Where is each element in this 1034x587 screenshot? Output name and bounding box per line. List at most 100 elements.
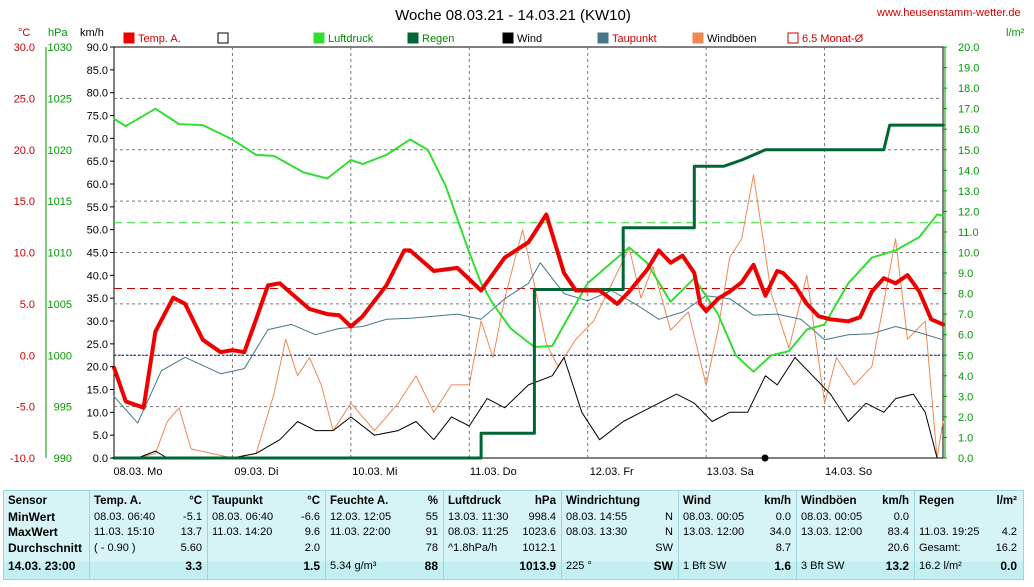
average-value: 78 (425, 542, 438, 554)
average-value: 2.0 (304, 542, 320, 554)
x-tick-label: 08.03. Mo (114, 466, 163, 478)
legend-empty-swatch (217, 32, 229, 44)
rain-tick-label: 18.0 (958, 83, 979, 95)
min-time: 08.03. 00:05 (801, 511, 863, 523)
rain-tick-label: 9.0 (958, 268, 973, 280)
table-column: Regen l/m² 11.03. 19:25 4.2 Gesamt: 16.2 16.2 … (915, 491, 1023, 579)
x-tick-label: 11.03. Do (470, 466, 517, 478)
pressure-tick-label: 1015 (48, 196, 72, 208)
temp-tick-label: 15.0 (14, 196, 35, 208)
table-column: Taupunkt °C 08.03. 06:40 -6.6 11.03. 14:20 9.… (208, 491, 326, 579)
pressure-tick-label: 1010 (48, 248, 72, 260)
temp-tick-label: 0.0 (20, 350, 35, 362)
wind-tick-label: 30.0 (87, 316, 108, 328)
wind-tick-label: 70.0 (87, 133, 108, 145)
max-time: 11.03. 14:20 (212, 526, 273, 538)
min-value: -6.6 (301, 511, 320, 523)
legend-luftdruck-label: Luftdruck (328, 33, 374, 45)
site-link[interactable]: www.heusenstamm-wetter.de (877, 7, 1021, 19)
rain-axis-unit: l/m² (1006, 27, 1025, 39)
legend-wind-label: Wind (517, 33, 542, 45)
rain-tick-label: 13.0 (958, 186, 979, 198)
series-temp-line (112, 212, 945, 410)
max-value: 13.7 (180, 526, 202, 538)
min-value: 0.0 (775, 511, 791, 523)
rain-tick-label: 16.0 (958, 124, 979, 136)
current-value: 1013.9 (519, 559, 556, 573)
wind-tick-label: 45.0 (87, 248, 108, 260)
current-note: 16.2 l/m² (919, 560, 962, 572)
min-time: 08.03. 00:05 (683, 511, 745, 523)
average-value: 20.6 (887, 542, 909, 554)
wind-tick-label: 40.0 (87, 270, 108, 282)
wind-tick-label: 85.0 (87, 65, 108, 77)
table-column: Luftdruck hPa 13.03. 11:30 998.4 08.03. 11:2… (444, 491, 562, 579)
rain-tick-label: 7.0 (958, 309, 973, 321)
row-label: MinWert (8, 510, 56, 524)
wind-tick-label: 0.0 (93, 453, 108, 465)
average-note: ^1.8hPa/h (448, 542, 498, 554)
legend-luftdruck-swatch (313, 32, 325, 44)
min-time: 12.03. 12:05 (330, 511, 392, 523)
column-header: Temp. A. (94, 495, 142, 507)
x-tick-label: 12.03. Fr (590, 466, 634, 478)
temp-tick-label: -5.0 (16, 402, 35, 414)
wind-tick-label: 5.0 (93, 430, 108, 442)
wind-tick-label: 90.0 (87, 42, 108, 54)
max-value: N (665, 526, 673, 538)
x-tick-label: 09.03. Di (234, 466, 278, 478)
max-time: 11.03. 19:25 (919, 526, 980, 538)
rain-tick-label: 15.0 (958, 145, 979, 157)
rain-tick-label: 4.0 (958, 371, 973, 383)
current-value: 88 (424, 559, 438, 573)
row-label: 14.03. 23:00 (8, 559, 76, 573)
min-value: N (665, 511, 673, 523)
max-time: 08.03. 13:30 (566, 526, 628, 538)
wind-tick-label: 65.0 (87, 156, 108, 168)
chart-axes: 30.0 25.0 20.0 15.0 10.0 5.0 0.0 -5.0 -10.0 1030 1… (10, 27, 1025, 478)
x-tick-label: 13.03. Sa (707, 466, 755, 478)
series-luftdruck-line (113, 107, 944, 373)
pressure-tick-label: 995 (54, 402, 72, 414)
legend-wind-swatch (502, 32, 514, 44)
average-value: 5.60 (180, 542, 202, 554)
column-unit: % (427, 495, 438, 507)
series-windboeen-line (113, 174, 944, 459)
min-time: 08.03. 14:55 (566, 511, 628, 523)
max-value: 83.4 (887, 526, 909, 538)
column-unit: hPa (534, 495, 556, 507)
temp-tick-label: 10.0 (14, 248, 35, 260)
max-value: 91 (425, 526, 438, 538)
min-value: 0.0 (893, 511, 909, 523)
rain-tick-label: 10.0 (958, 248, 979, 260)
current-value: 1.6 (774, 559, 791, 573)
pressure-tick-label: 990 (54, 453, 72, 465)
row-label: Sensor (8, 495, 47, 507)
row-label: Durchschnitt (8, 541, 83, 555)
column-unit: °C (189, 495, 202, 507)
column-header: Luftdruck (448, 495, 502, 507)
average-value: 1012.1 (522, 542, 556, 554)
pressure-tick-label: 1025 (48, 93, 72, 105)
temp-tick-label: 25.0 (14, 93, 35, 105)
wind-axis-unit: km/h (80, 27, 104, 39)
reference-lines (114, 222, 943, 356)
pressure-tick-label: 1000 (48, 350, 72, 362)
pressure-tick-label: 1005 (48, 299, 72, 311)
legend-temp-label: Temp. A. (138, 33, 181, 45)
max-value: 1023.6 (522, 526, 556, 538)
rain-tick-label: 0.0 (958, 453, 973, 465)
current-note: 3 Bft SW (801, 560, 845, 572)
stats-table: Sensor MinWert MaxWert Durchschnitt 14.03. 2… (3, 490, 1024, 580)
average-value: SW (655, 542, 673, 554)
table-column: Windrichtung 08.03. 14:55 N 08.03. 13:30 N SW… (562, 491, 679, 579)
rain-tick-label: 19.0 (958, 63, 979, 75)
column-header: Regen (919, 495, 955, 507)
series-wind-line (113, 357, 944, 459)
current-row-background (4, 562, 1023, 579)
rain-tick-label: 6.0 (958, 330, 973, 342)
column-header: Windrichtung (566, 495, 640, 507)
wind-tick-label: 20.0 (87, 362, 108, 374)
average-note: ( - 0.90 ) (94, 542, 136, 554)
series-regen-line (112, 123, 945, 460)
